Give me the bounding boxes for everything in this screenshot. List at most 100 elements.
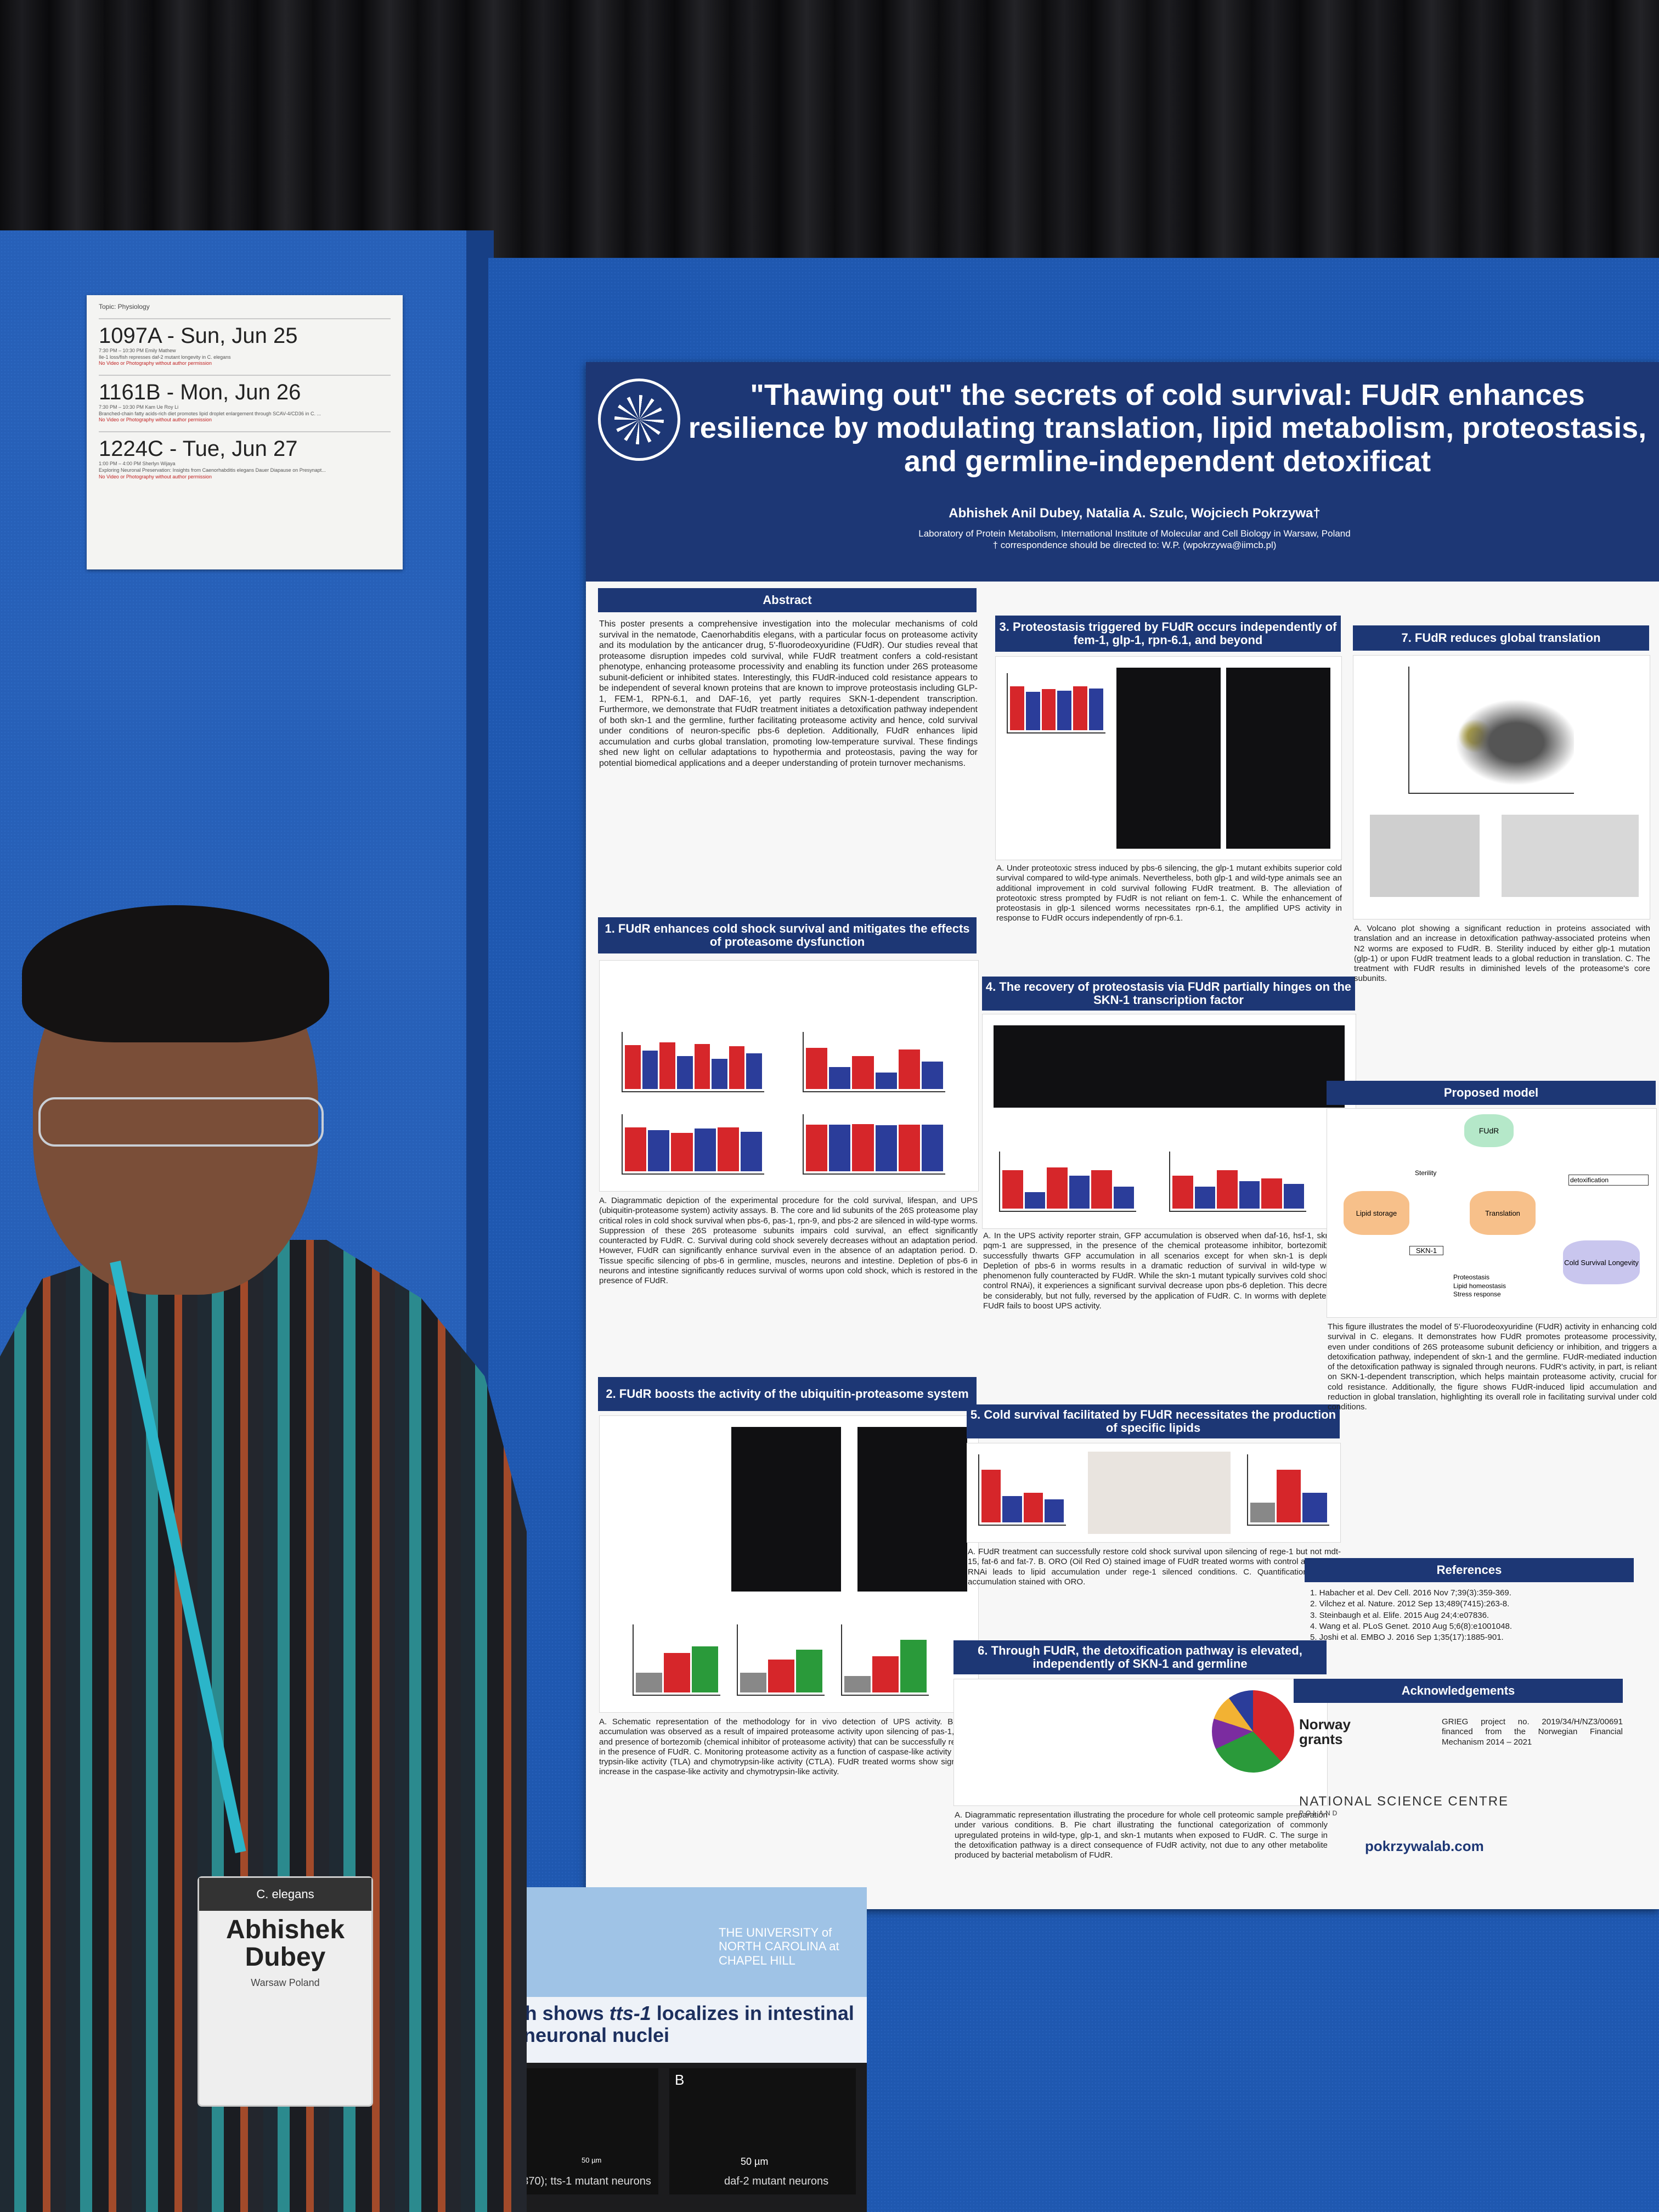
bar-chart <box>841 1624 929 1696</box>
neighboring-poster-banner <box>472 1887 867 1997</box>
schedule-entry-notice: No Video or Photography without author p… <box>99 360 212 366</box>
reference-item: 2. Vilchez et al. Nature. 2012 Sep 13;48… <box>1310 1599 1510 1609</box>
schedule-entry-desc: Ile-1 loss/fish represses daf-2 mutant l… <box>99 354 231 360</box>
neighboring-poster: THE UNIVERSITY of NORTH CAROLINA at CHAP… <box>472 1887 867 2212</box>
schedule-entry-title: 1161B - Mon, Jun 26 <box>99 380 301 405</box>
badge-name: Abhishek Dubey <box>225 1915 345 1972</box>
section-6-figure <box>953 1679 1328 1806</box>
microscopy-image <box>857 1427 967 1592</box>
volcano-plot <box>1408 667 1574 794</box>
heading-gene: tts-1 <box>609 2002 651 2024</box>
section-5-text: A. FUdR treatment can successfully resto… <box>968 1547 1341 1587</box>
eyeglasses <box>38 1097 324 1147</box>
model-label: Lipid homeostasis <box>1453 1282 1506 1290</box>
section-2-heading: 2. FUdR boosts the activity of the ubiqu… <box>598 1377 977 1411</box>
bar-chart <box>803 1114 945 1175</box>
badge-affiliation: Warsaw Poland <box>251 1977 320 1988</box>
bar-chart <box>803 1032 945 1092</box>
model-node-lipid-storage: Lipid storage <box>1344 1191 1409 1235</box>
schedule-entry-desc: Exploring Neuronal Preservation: Insight… <box>99 467 326 473</box>
lab-website: pokrzywalab.com <box>1365 1838 1484 1854</box>
bar-chart <box>1169 1152 1306 1212</box>
panel-b-letter: B <box>675 2072 685 2088</box>
section-4-text: A. In the UPS activity reporter strain, … <box>983 1231 1356 1311</box>
schedule-entry-time: 7:30 PM – 10:30 PM Kam Ue Roy Li <box>99 404 179 410</box>
proposed-model-figure: FUdR Sterility detoxification Lipid stor… <box>1327 1108 1657 1318</box>
person-hair <box>22 905 329 1042</box>
scale-bar-label: 50 µm <box>582 2156 602 2164</box>
bar-chart <box>622 1114 764 1175</box>
western-blot <box>1502 815 1639 897</box>
schedule-entry-time: 1:00 PM – 4:00 PM Sherlyn Wijaya <box>99 461 176 467</box>
section-1-figure <box>599 960 979 1192</box>
affiliation-line: Laboratory of Protein Metabolism, Intern… <box>918 528 1351 539</box>
bar-chart <box>622 1032 764 1092</box>
poster-affiliation: Laboratory of Protein Metabolism, Intern… <box>751 528 1519 551</box>
section-2-text: A. Schematic representation of the metho… <box>599 1717 978 1777</box>
bar-chart <box>633 1624 720 1696</box>
section-7-text: A. Volcano plot showing a significant re… <box>1354 924 1650 984</box>
section-1-text: A. Diagrammatic depiction of the experim… <box>599 1196 978 1286</box>
microscopy-image-strip <box>994 1025 1345 1108</box>
abstract-text: This poster presents a comprehensive inv… <box>599 619 978 768</box>
model-node-outcomes: Proteostasis Lipid homeostasis Stress re… <box>1453 1273 1541 1299</box>
section-3-heading: 3. Proteostasis triggered by FUdR occurs… <box>995 616 1341 652</box>
section-4-figure <box>982 1014 1356 1229</box>
poster-title: "Thawing out" the secrets of cold surviv… <box>688 379 1647 478</box>
schedule-card: Topic: Physiology 1097A - Sun, Jun 25 7:… <box>87 295 403 569</box>
section-7-figure <box>1353 655 1650 919</box>
reference-item: 5. Joshi et al. EMBO J. 2016 Sep 1;35(17… <box>1310 1633 1504 1642</box>
acknowledgements-heading: Acknowledgements <box>1294 1679 1623 1703</box>
section-4-heading: 4. The recovery of proteostasis via FUdR… <box>982 977 1355 1011</box>
schedule-entry-notice: No Video or Photography without author p… <box>99 473 212 479</box>
microscopy-image <box>731 1427 841 1592</box>
microscopy-image <box>1226 668 1330 849</box>
neighboring-poster-heading: A fish shows tts-1 localizes in intestin… <box>472 1997 867 2063</box>
proposed-model-heading: Proposed model <box>1327 1081 1656 1105</box>
western-blot <box>1370 815 1480 897</box>
panel-a-label: f-2(e1370); tts-1 mutant neurons <box>494 2175 651 2187</box>
schedule-entry-title: 1097A - Sun, Jun 25 <box>99 324 298 348</box>
section-7-heading: 7. FUdR reduces global translation <box>1353 625 1649 651</box>
ncn-logo: NATIONAL SCIENCE CENTRE POLAND <box>1299 1794 1628 1817</box>
section-3-text: A. Under proteotoxic stress induced by p… <box>996 864 1342 923</box>
section-5-heading: 5. Cold survival facilitated by FUdR nec… <box>967 1404 1340 1438</box>
model-node-cold-survival: Cold Survival Longevity <box>1563 1240 1640 1284</box>
schedule-topic: Topic: Physiology <box>99 303 150 311</box>
section-5-figure <box>967 1443 1341 1543</box>
pie-chart <box>1212 1690 1294 1773</box>
section-6-heading: 6. Through FUdR, the detoxification path… <box>953 1640 1327 1674</box>
scale-bar-label: 50 µm <box>741 2156 769 2167</box>
model-node-detoxification: detoxification <box>1568 1175 1649 1186</box>
grant-text: GRIEG project no. 2019/34/H/NZ3/00691 fi… <box>1442 1717 1623 1747</box>
schedule-entry-notice: No Video or Photography without author p… <box>99 417 212 423</box>
panel-b-label: daf-2 mutant neurons <box>724 2175 829 2187</box>
bar-chart <box>1007 673 1105 733</box>
bar-chart <box>737 1624 825 1696</box>
reference-item: 4. Wang et al. PLoS Genet. 2010 Aug 5;6(… <box>1310 1621 1513 1631</box>
imcb-logo <box>598 379 680 461</box>
norway-grants-logo: Norway grants <box>1299 1716 1351 1748</box>
schedule-entry: 1224C - Tue, Jun 27 1:00 PM – 4:00 PM Sh… <box>99 431 391 480</box>
microscopy-image <box>1116 668 1221 849</box>
schedule-entry-desc: Branched-chain fatty acids-rich diet pro… <box>99 410 321 416</box>
model-node-fudr: FUdR <box>1464 1114 1514 1147</box>
schedule-entry: 1161B - Mon, Jun 26 7:30 PM – 10:30 PM K… <box>99 375 391 424</box>
section-2-figure <box>599 1415 979 1713</box>
ncn-name: NATIONAL SCIENCE CENTRE <box>1299 1794 1509 1809</box>
model-label: Proteostasis <box>1453 1273 1490 1281</box>
poster-authors: Abhishek Anil Dubey, Natalia A. Szulc, W… <box>949 506 1321 521</box>
bar-chart <box>978 1454 1066 1526</box>
model-node-skn1: SKN-1 <box>1409 1246 1443 1255</box>
references-heading: References <box>1305 1558 1634 1582</box>
microscopy-panel-b: B 50 µm daf-2 mutant neurons <box>669 2068 856 2194</box>
references-list: 1. Habacher et al. Dev Cell. 2016 Nov 7;… <box>1310 1588 1639 1643</box>
section-3-figure <box>995 656 1342 860</box>
reference-item: 3. Steinbaugh et al. Elife. 2015 Aug 24;… <box>1310 1610 1489 1620</box>
bar-chart <box>999 1152 1136 1212</box>
conference-badge: C. elegans Abhishek Dubey Warsaw Poland <box>198 1876 373 2107</box>
unc-logo-text: THE UNIVERSITY of NORTH CAROLINA at CHAP… <box>719 1926 839 1967</box>
research-poster: "Thawing out" the secrets of cold surviv… <box>586 362 1659 1909</box>
model-label: Stress response <box>1453 1290 1501 1299</box>
badge-brand: C. elegans <box>199 1878 371 1911</box>
